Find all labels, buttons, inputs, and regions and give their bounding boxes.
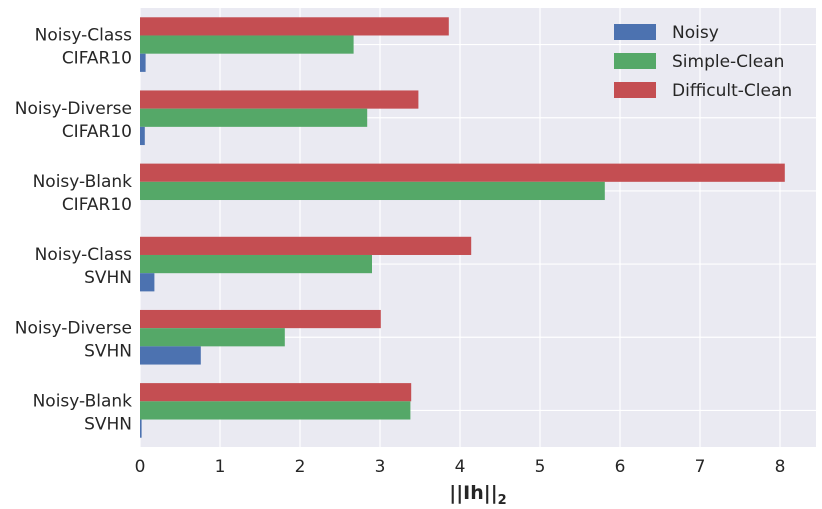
y-tick-label: Noisy-Blank CIFAR10 (33, 172, 133, 215)
bar (140, 309, 381, 329)
legend-swatch (614, 53, 656, 69)
bar (140, 126, 145, 146)
y-tick-labels: Noisy-Class CIFAR10 Noisy-Diverse CIFAR10 No… (15, 26, 132, 435)
legend-swatch (614, 24, 656, 40)
bar (140, 383, 412, 402)
x-tick-label: 5 (535, 457, 546, 477)
y-tick-label: Noisy-Class CIFAR10 (35, 26, 132, 69)
legend-label: Simple-Clean (672, 52, 784, 72)
bar (140, 163, 785, 182)
bar (140, 419, 142, 438)
x-tick-label: 8 (775, 457, 786, 477)
legend-label: Difficult-Clean (672, 81, 792, 101)
bar (140, 181, 605, 201)
x-tick-label: 4 (455, 457, 466, 477)
bar (140, 236, 472, 255)
x-tick-label: 0 (135, 457, 146, 477)
legend: Noisy Simple-Clean Difficult-Clean (614, 23, 792, 101)
plot-area (140, 8, 816, 447)
bar (140, 108, 368, 127)
x-axis-label: ||Ih||2 (449, 482, 506, 508)
bar (140, 273, 155, 292)
bar (140, 254, 372, 274)
bar (140, 346, 201, 365)
x-tick-labels: 0 1 2 3 4 5 6 7 8 (135, 457, 786, 477)
bar (140, 328, 285, 347)
legend-swatch (614, 82, 656, 98)
bar (140, 90, 419, 109)
x-tick-label: 2 (295, 457, 306, 477)
bars (140, 17, 785, 438)
y-tick-label: Noisy-Class SVHN (35, 245, 132, 288)
y-tick-label: Noisy-Diverse CIFAR10 (15, 99, 132, 142)
y-tick-label: Noisy-Blank SVHN (33, 391, 133, 434)
x-tick-label: 3 (375, 457, 386, 477)
y-tick-label: Noisy-Diverse SVHN (15, 318, 132, 361)
x-tick-label: 1 (215, 457, 226, 477)
bar (140, 17, 449, 36)
x-tick-label: 7 (695, 457, 706, 477)
x-tick-label: 6 (615, 457, 626, 477)
bar (140, 35, 354, 54)
bar (140, 401, 411, 420)
legend-label: Noisy (672, 23, 719, 43)
bar (140, 53, 146, 72)
